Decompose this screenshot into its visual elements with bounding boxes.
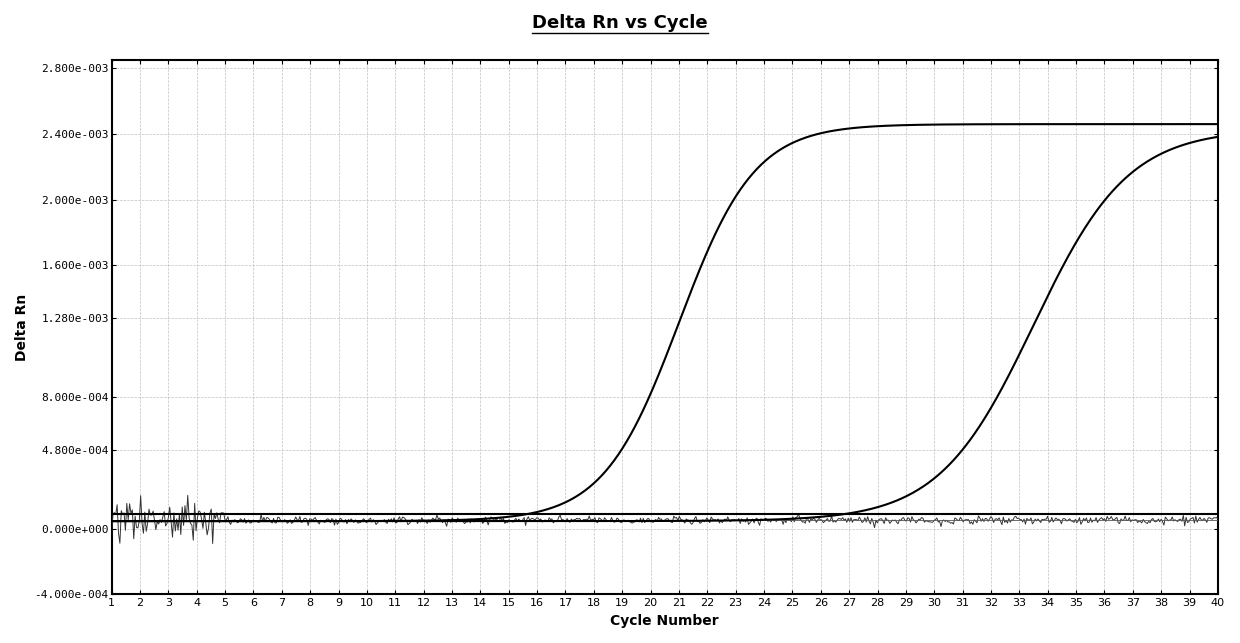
- X-axis label: Cycle Number: Cycle Number: [610, 614, 719, 628]
- Y-axis label: Delta Rn: Delta Rn: [15, 293, 29, 361]
- Text: Delta Rn vs Cycle: Delta Rn vs Cycle: [532, 14, 708, 32]
